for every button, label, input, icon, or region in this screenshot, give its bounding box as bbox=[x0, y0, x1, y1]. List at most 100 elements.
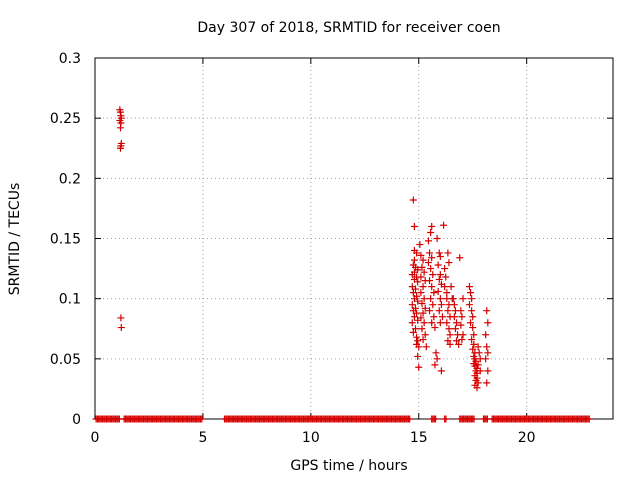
data-point bbox=[410, 256, 418, 264]
data-point bbox=[438, 313, 446, 321]
data-point bbox=[443, 289, 451, 297]
data-point bbox=[456, 254, 464, 262]
data-point bbox=[428, 319, 436, 327]
data-point bbox=[468, 295, 476, 303]
data-point bbox=[437, 301, 445, 309]
data-point bbox=[435, 275, 443, 283]
data-point bbox=[441, 283, 449, 291]
y-tick-label: 0.1 bbox=[59, 292, 81, 308]
data-point bbox=[447, 283, 455, 291]
data-point bbox=[435, 307, 443, 315]
data-point bbox=[430, 313, 438, 321]
data-point bbox=[483, 379, 491, 387]
data-point bbox=[116, 124, 124, 132]
data-point bbox=[484, 349, 492, 357]
data-point bbox=[451, 325, 459, 333]
data-point bbox=[431, 361, 439, 369]
data-point bbox=[437, 367, 445, 375]
data-point bbox=[482, 331, 490, 339]
zero-value-point bbox=[406, 415, 414, 423]
data-point bbox=[474, 343, 482, 351]
x-axis-label: GPS time / hours bbox=[290, 458, 407, 474]
data-point bbox=[484, 367, 492, 375]
x-tick-label: 10 bbox=[302, 430, 320, 446]
y-tick-label: 0.15 bbox=[50, 232, 81, 248]
data-point bbox=[414, 337, 422, 345]
data-point bbox=[430, 289, 438, 297]
data-point bbox=[455, 340, 463, 348]
data-point bbox=[458, 313, 466, 321]
data-point bbox=[465, 301, 473, 309]
data-point bbox=[422, 343, 430, 351]
data-point bbox=[410, 313, 418, 321]
data-point bbox=[469, 313, 477, 321]
data-point bbox=[483, 343, 491, 351]
data-point bbox=[444, 307, 452, 315]
data-point bbox=[443, 319, 451, 327]
data-point bbox=[420, 319, 428, 327]
data-point bbox=[440, 221, 448, 229]
data-point bbox=[469, 324, 477, 332]
data-point bbox=[427, 228, 435, 236]
zero-value-point bbox=[432, 415, 440, 423]
data-point bbox=[459, 331, 467, 339]
x-tick-label: 15 bbox=[410, 430, 428, 446]
data-point bbox=[434, 287, 442, 295]
data-point bbox=[415, 363, 423, 371]
data-point bbox=[446, 331, 454, 339]
data-point bbox=[419, 256, 427, 264]
data-point bbox=[474, 361, 482, 369]
data-point bbox=[409, 196, 417, 204]
y-tick-label: 0.25 bbox=[50, 111, 81, 127]
data-point bbox=[429, 271, 437, 279]
data-point bbox=[458, 336, 466, 344]
data-point bbox=[417, 251, 425, 259]
data-point bbox=[116, 144, 124, 152]
data-point bbox=[484, 319, 492, 327]
zero-value-point bbox=[585, 415, 593, 423]
data-point bbox=[417, 273, 425, 281]
data-point bbox=[446, 340, 454, 348]
data-point bbox=[449, 295, 457, 303]
data-point bbox=[445, 325, 453, 333]
data-point bbox=[476, 367, 484, 375]
y-tick-label: 0.3 bbox=[59, 51, 81, 67]
chart-title: Day 307 of 2018, SRMTID for receiver coe… bbox=[197, 20, 500, 36]
data-point bbox=[436, 271, 444, 279]
x-tick-label: 20 bbox=[518, 430, 536, 446]
y-axis-label: SRMTID / TECUs bbox=[7, 183, 23, 296]
data-point bbox=[414, 278, 422, 286]
data-point bbox=[419, 309, 427, 317]
data-point bbox=[418, 299, 426, 307]
data-point bbox=[473, 384, 481, 392]
data-point bbox=[457, 307, 465, 315]
data-point bbox=[465, 283, 473, 291]
data-point bbox=[435, 249, 443, 257]
data-point bbox=[408, 319, 416, 327]
data-point bbox=[429, 301, 437, 309]
data-point bbox=[426, 249, 434, 257]
data-point bbox=[408, 271, 416, 279]
data-point bbox=[419, 336, 427, 344]
data-point bbox=[444, 249, 452, 257]
data-point bbox=[467, 319, 475, 327]
data-point bbox=[436, 295, 444, 303]
data-point bbox=[453, 319, 461, 327]
data-point bbox=[416, 241, 424, 249]
data-point bbox=[419, 283, 427, 291]
data-point bbox=[418, 325, 426, 333]
data-point bbox=[441, 265, 449, 273]
axis-ticks: 0 0.05 0.1 0.15 0.2 0.25 0.3 0 5 10 15 20 bbox=[50, 51, 613, 446]
data-point bbox=[408, 301, 416, 309]
data-point bbox=[410, 222, 418, 230]
data-point bbox=[424, 259, 432, 267]
data-point bbox=[442, 273, 450, 281]
data-point bbox=[413, 333, 421, 341]
data-point bbox=[433, 235, 441, 242]
data-point bbox=[427, 265, 435, 273]
data-point bbox=[468, 307, 476, 315]
grid bbox=[95, 58, 613, 419]
data-point bbox=[412, 325, 420, 333]
data-point bbox=[117, 314, 125, 322]
